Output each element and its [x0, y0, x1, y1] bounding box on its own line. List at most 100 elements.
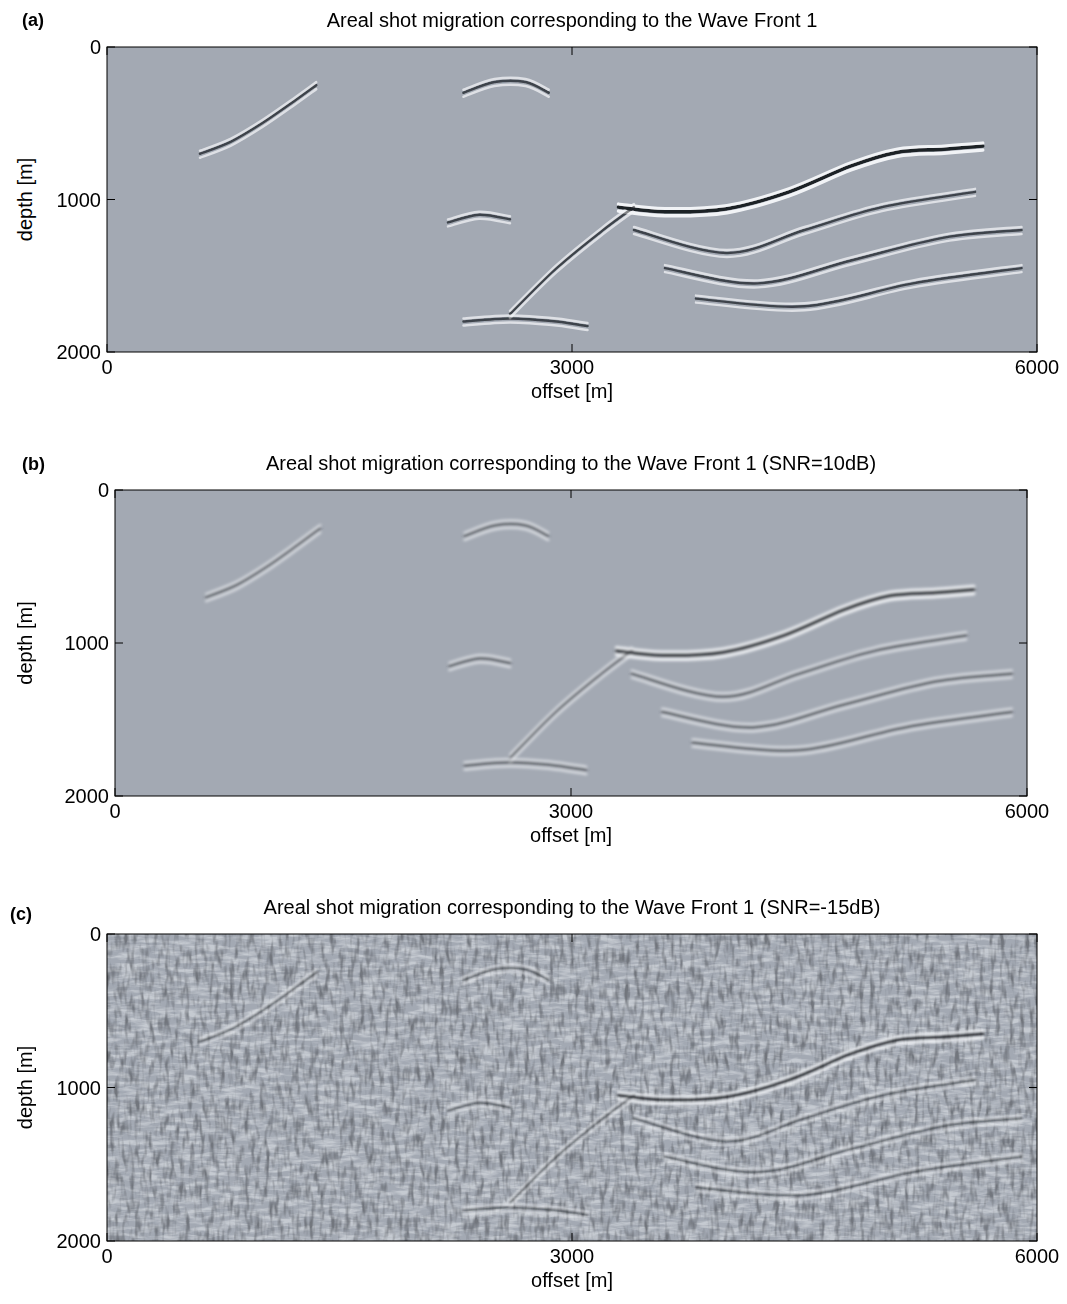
frame	[115, 490, 1027, 796]
x-axis-title: offset [m]	[531, 380, 613, 402]
reflector	[448, 215, 510, 223]
reflector	[465, 524, 549, 536]
reflector	[634, 192, 975, 253]
y-axis-title: depth [m]	[14, 1046, 36, 1129]
x-tick	[1037, 344, 1038, 352]
x-tick	[107, 47, 108, 55]
y-tick	[1019, 490, 1027, 491]
y-tick	[1019, 643, 1027, 644]
reflector	[464, 1207, 588, 1215]
y-tick-label: 0	[98, 479, 109, 501]
noise-texture	[107, 934, 1037, 1241]
x-tick-label: 3000	[550, 1245, 595, 1267]
x-axis-title: offset [m]	[530, 824, 612, 846]
x-tick	[571, 490, 572, 498]
y-tick	[1029, 1087, 1037, 1088]
x-tick	[1037, 47, 1038, 55]
x-axis-title: offset [m]	[531, 1269, 613, 1291]
y-tick-label: 1000	[57, 189, 102, 211]
y-tick	[107, 934, 115, 935]
x-tick-label: 0	[101, 1245, 112, 1267]
reflector	[449, 658, 510, 666]
x-tick-label: 0	[109, 800, 120, 822]
reflector	[510, 1095, 634, 1202]
reflector	[200, 85, 316, 154]
x-tick-label: 0	[101, 356, 112, 378]
x-tick	[571, 788, 572, 796]
panel-title: Areal shot migration corresponding to th…	[264, 896, 881, 918]
reflector	[632, 635, 966, 696]
panel: 0 3000 6000 0 1000 2000 offset [m] depth [m] Are…	[10, 896, 1059, 1291]
reflector	[464, 968, 549, 980]
panel-letter: (a)	[22, 10, 44, 30]
y-tick	[107, 199, 115, 200]
y-tick	[107, 1241, 115, 1242]
reflector	[464, 81, 549, 93]
y-tick	[1029, 47, 1037, 48]
reflector	[696, 268, 1022, 307]
reflectors	[206, 524, 1012, 770]
panel-title: Areal shot migration corresponding to th…	[327, 9, 818, 31]
y-tick-label: 0	[90, 923, 101, 945]
plot-area	[206, 524, 1012, 770]
x-tick	[572, 344, 573, 352]
y-tick-label: 0	[90, 36, 101, 58]
reflector	[619, 146, 983, 212]
y-tick	[115, 643, 123, 644]
reflector	[465, 762, 587, 770]
reflector	[200, 972, 316, 1041]
reflector	[617, 589, 974, 655]
figure: 0 3000 6000 0 1000 2000 offset [m] depth [m] Are…	[0, 0, 1067, 1304]
x-tick-label: 6000	[1015, 1245, 1060, 1267]
y-tick	[107, 1087, 115, 1088]
image-background	[107, 47, 1037, 352]
panel-letter: (c)	[10, 904, 32, 924]
reflector	[634, 1080, 975, 1141]
y-tick	[107, 352, 115, 353]
x-tick	[1037, 1233, 1038, 1241]
panel: 030006000010002000offset [m]depth [m]Are…	[14, 452, 1049, 846]
y-tick	[1029, 352, 1037, 353]
reflector	[510, 207, 634, 314]
reflector	[693, 712, 1012, 751]
y-tick	[115, 490, 123, 491]
x-tick	[107, 1233, 108, 1241]
y-tick	[115, 796, 123, 797]
y-tick-label: 1000	[65, 632, 110, 654]
frame	[107, 47, 1037, 352]
reflectors	[200, 968, 1022, 1215]
x-tick-label: 3000	[550, 356, 595, 378]
plot-area	[200, 81, 1022, 326]
y-tick	[1029, 1241, 1037, 1242]
panel-letter: (b)	[22, 454, 45, 474]
reflectors	[200, 81, 1022, 326]
panel-title: Areal shot migration corresponding to th…	[266, 452, 876, 474]
reflector	[696, 1157, 1022, 1196]
x-tick	[107, 934, 108, 942]
x-tick	[1027, 490, 1028, 498]
reflector	[448, 1103, 510, 1111]
y-tick-label: 2000	[57, 341, 102, 363]
y-tick-label: 1000	[57, 1077, 102, 1099]
x-tick-label: 6000	[1015, 356, 1060, 378]
x-tick	[115, 788, 116, 796]
x-tick-label: 3000	[549, 800, 594, 822]
x-tick	[115, 490, 116, 498]
x-tick	[572, 934, 573, 942]
frame	[107, 934, 1037, 1241]
x-tick	[572, 1233, 573, 1241]
y-tick-label: 2000	[65, 785, 110, 807]
x-tick	[572, 47, 573, 55]
reflector	[619, 1034, 983, 1100]
reflector	[464, 318, 588, 326]
y-tick-label: 2000	[57, 1230, 102, 1252]
x-tick	[1027, 788, 1028, 796]
y-tick	[1019, 796, 1027, 797]
panel: 030006000010002000offset [m]depth [m]Are…	[14, 9, 1059, 402]
x-tick	[107, 344, 108, 352]
x-tick-label: 6000	[1005, 800, 1050, 822]
y-tick	[107, 47, 115, 48]
plot-area	[107, 934, 1037, 1241]
image-background	[115, 490, 1027, 796]
image-background	[107, 934, 1037, 1241]
